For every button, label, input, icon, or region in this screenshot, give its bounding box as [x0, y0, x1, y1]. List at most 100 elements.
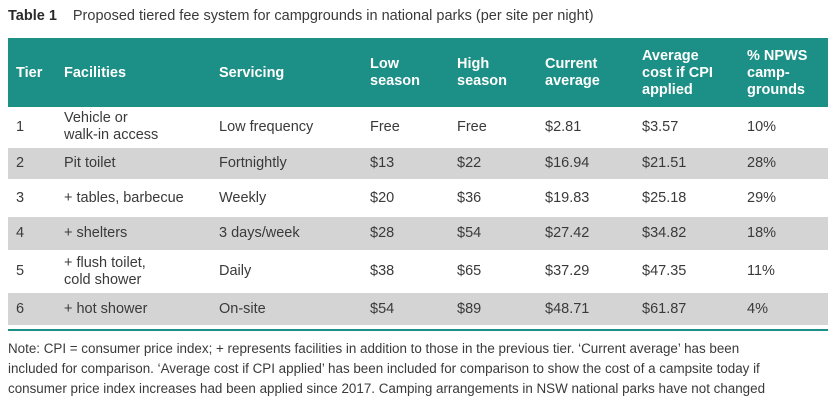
cell-servicing: 3 days/week — [213, 216, 364, 251]
cell-line: $38 — [370, 263, 395, 279]
cell-line: $36 — [457, 189, 482, 206]
header-facilities: Facilities — [58, 38, 213, 107]
cell-current-average: $19.83 — [539, 179, 636, 217]
cell-line: $34.82 — [642, 225, 687, 241]
cell-average-cost-cpi: $21.51 — [636, 147, 741, 180]
cell-line: $47.35 — [642, 263, 687, 279]
cell-line: 29% — [747, 189, 777, 206]
cell-line: 4 — [16, 225, 25, 241]
cell-average-cost-cpi: $61.87 — [636, 292, 741, 326]
header-line: Low — [370, 56, 399, 72]
cell-line: Pit toilet — [64, 155, 116, 171]
header-low-season: Low season — [364, 38, 451, 107]
cell-facilities: + flush toilet, cold shower — [58, 250, 213, 293]
header-line: grounds — [747, 81, 805, 98]
header-high-season: High season — [451, 38, 539, 107]
cell-low-season: $28 — [364, 216, 451, 251]
cell-high-season: Free — [451, 107, 539, 148]
cell-tier: 2 — [8, 147, 58, 180]
cell-average-cost-cpi: $34.82 — [636, 216, 741, 251]
cell-npws-campgrounds: 29% — [741, 179, 828, 217]
cell-average-cost-cpi: $3.57 — [636, 107, 741, 148]
header-line: applied — [642, 81, 693, 98]
table-bottom-rule — [8, 329, 828, 331]
cell-line: 1 — [16, 118, 25, 135]
cell-line: + tables, barbecue — [64, 189, 184, 206]
fee-table: Tier Facilities Servicing Low season High seas… — [8, 38, 828, 326]
cell-line: Free — [457, 118, 487, 135]
header-line: Facilities — [64, 64, 127, 81]
cell-high-season: $54 — [451, 216, 539, 251]
cell-line: $21.51 — [642, 155, 687, 171]
cell-current-average: $2.81 — [539, 107, 636, 148]
cell-npws-campgrounds: 28% — [741, 147, 828, 180]
table-note: Note: CPI = consumer price index; + repr… — [8, 339, 830, 399]
table-row: 5 + flush toilet, cold shower Daily $38 $65 $3… — [8, 250, 828, 293]
cell-line: $2.81 — [545, 118, 582, 135]
cell-line: $28 — [370, 225, 395, 241]
cell-line: + shelters — [64, 225, 128, 241]
cell-line: 3 days/week — [219, 225, 300, 241]
cell-low-season: $13 — [364, 147, 451, 180]
cell-line: Low frequency — [219, 118, 314, 135]
table-row: 6 + hot shower On-site $54 $89 $48.71 $61.87 4% — [8, 292, 828, 326]
cell-line: $61.87 — [642, 300, 687, 317]
cell-line: 10% — [747, 118, 777, 135]
cell-average-cost-cpi: $47.35 — [636, 250, 741, 293]
header-line: cost if CPI — [642, 64, 713, 81]
table-number: Table 1 — [8, 8, 57, 24]
cell-tier: 6 — [8, 292, 58, 326]
cell-facilities: + hot shower — [58, 292, 213, 326]
note-line: consumer price index increases had been … — [8, 381, 766, 396]
header-line: % NPWS — [747, 47, 808, 64]
cell-line: On-site — [219, 300, 266, 317]
cell-low-season: $54 — [364, 292, 451, 326]
cell-facilities: Vehicle or walk-in access — [58, 107, 213, 148]
cell-tier: 3 — [8, 179, 58, 217]
table-row: 4 + shelters 3 days/week $28 $54 $27.42 $34.82… — [8, 216, 828, 251]
cell-line: $65 — [457, 263, 482, 279]
table-body: 1 Vehicle or walk-in access Low frequency Fr… — [8, 107, 828, 326]
header-line: Tier — [16, 64, 43, 81]
cell-line: $13 — [370, 155, 395, 171]
header-average-cost-cpi: Average cost if CPI applied — [636, 38, 741, 107]
header-npws-campgrounds: % NPWS camp-grounds — [741, 38, 828, 107]
header-servicing: Servicing — [213, 38, 364, 107]
cell-servicing: Low frequency — [213, 107, 364, 148]
cell-tier: 1 — [8, 107, 58, 148]
cell-high-season: $89 — [451, 292, 539, 326]
cell-line: 11% — [747, 263, 775, 279]
header-line: High — [457, 56, 490, 72]
header-line: average — [545, 73, 600, 89]
cell-line: 3 — [16, 189, 25, 206]
cell-servicing: On-site — [213, 292, 364, 326]
header-line: season — [370, 73, 420, 89]
cell-line: cold shower — [64, 271, 142, 288]
header-tier: Tier — [8, 38, 58, 107]
cell-facilities: + tables, barbecue — [58, 179, 213, 217]
cell-current-average: $27.42 — [539, 216, 636, 251]
cell-line: 5 — [16, 263, 25, 279]
cell-line: 4% — [747, 300, 768, 317]
note-line: included for comparison. ‘Average cost i… — [8, 361, 760, 376]
cell-current-average: $48.71 — [539, 292, 636, 326]
cell-line: walk-in access — [64, 127, 159, 143]
header-current-average: Current average — [539, 38, 636, 107]
cell-facilities: Pit toilet — [58, 147, 213, 180]
cell-line: $19.83 — [545, 189, 590, 206]
header-line: Average — [642, 47, 699, 64]
header-line: Current — [545, 56, 598, 72]
note-line: Note: CPI = consumer price index; + repr… — [8, 341, 740, 356]
cell-line: $20 — [370, 189, 395, 206]
cell-npws-campgrounds: 4% — [741, 292, 828, 326]
cell-line: 6 — [16, 300, 25, 317]
cell-npws-campgrounds: 10% — [741, 107, 828, 148]
cell-line: $25.18 — [642, 189, 687, 206]
cell-tier: 4 — [8, 216, 58, 251]
cell-line: $37.29 — [545, 263, 590, 279]
header-line: camp- — [747, 64, 790, 81]
cell-line: + hot shower — [64, 300, 148, 317]
cell-current-average: $37.29 — [539, 250, 636, 293]
cell-line: Fortnightly — [219, 155, 287, 171]
cell-line: $3.57 — [642, 118, 679, 135]
